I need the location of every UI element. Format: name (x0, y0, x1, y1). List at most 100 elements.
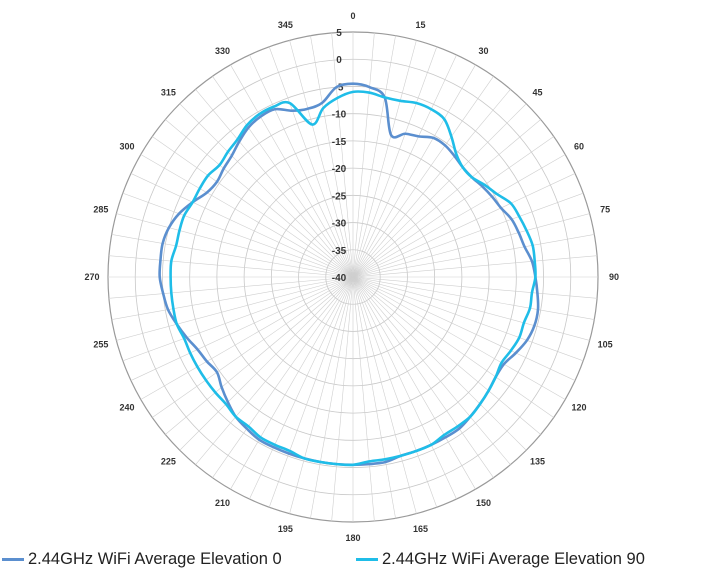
grid-spoke (352, 276, 511, 465)
legend-swatch-series-1 (2, 558, 24, 561)
angle-tick-label: 225 (161, 457, 176, 467)
grid-spoke (352, 276, 417, 514)
angle-tick-label: 300 (119, 142, 134, 152)
angle-tick-label: 135 (530, 457, 545, 467)
angle-tick-label: 240 (119, 403, 134, 413)
radial-tick-label: -25 (332, 191, 347, 202)
grid-spoke (352, 276, 566, 400)
grid-spoke (352, 32, 375, 278)
grid-spoke (352, 276, 598, 299)
grid-spoke (116, 276, 354, 341)
legend-item-series-2: 2.44GHz WiFi Average Elevation 90 (356, 550, 645, 569)
grid-spoke (179, 276, 354, 451)
angle-tick-label: 330 (215, 46, 230, 56)
grid-spoke (249, 54, 354, 278)
grid-spoke (352, 103, 527, 278)
angle-tick-label: 270 (84, 272, 99, 282)
angle-tick-label: 0 (350, 11, 355, 21)
grid-spoke (352, 234, 595, 278)
grid-spoke (352, 40, 417, 278)
grid-spoke (165, 276, 354, 435)
grid-spoke (352, 64, 476, 278)
grid-spoke (352, 276, 554, 418)
angle-tick-label: 45 (533, 87, 543, 97)
legend-swatch-series-2 (356, 558, 378, 561)
grid-spoke (352, 276, 438, 508)
grid-spoke (352, 276, 457, 500)
grid-spoke (212, 276, 354, 478)
grid-spoke (130, 276, 354, 381)
grid-spoke (165, 119, 354, 278)
legend-label-series-2: 2.44GHz WiFi Average Elevation 90 (382, 550, 645, 568)
grid-spoke (268, 276, 354, 508)
angle-tick-label: 90 (609, 272, 619, 282)
grid-spoke (289, 276, 354, 514)
grid-spoke (352, 276, 595, 320)
grid-spoke (352, 276, 541, 435)
grid-spoke (140, 276, 354, 400)
grid-spoke (352, 276, 494, 478)
angle-tick-label: 150 (476, 498, 491, 508)
grid-spoke (230, 64, 354, 278)
grid-spoke (249, 276, 354, 500)
angle-tick-label: 210 (215, 498, 230, 508)
grid-spoke (310, 276, 354, 519)
radial-tick-label: 0 (336, 55, 342, 66)
grid-spoke (352, 276, 576, 381)
grid-spoke (130, 173, 354, 278)
legend-item-series-1: 2.44GHz WiFi Average Elevation 0 (2, 550, 282, 569)
angle-tick-label: 75 (600, 204, 610, 214)
grid-spoke (331, 32, 354, 278)
grid-spoke (289, 40, 354, 278)
grid-spoke (352, 276, 527, 451)
radial-tick-label: -40 (332, 273, 347, 284)
radial-tick-label: 5 (336, 28, 342, 39)
grid-spoke (195, 89, 354, 278)
grid-spoke (152, 276, 354, 418)
angle-tick-label: 165 (413, 524, 428, 534)
grid-spoke (108, 276, 354, 299)
radial-tick-label: -20 (332, 164, 347, 175)
grid-spoke (108, 255, 354, 278)
angle-tick-label: 315 (161, 87, 176, 97)
radial-tick-label: -35 (332, 246, 347, 257)
legend-label-series-1: 2.44GHz WiFi Average Elevation 0 (28, 550, 282, 568)
radial-tick-labels: 5 0 -5 -10 -15 -20 -25 -30 -35 -40 (332, 28, 347, 284)
grid-spoke (352, 192, 584, 278)
angle-tick-label: 195 (278, 524, 293, 534)
angle-tick-labels: 0 15 30 45 60 75 90 105 120 135 150 165 180 195 210 225… (84, 11, 619, 543)
polar-grid (107, 31, 599, 523)
grid-spoke (352, 54, 457, 278)
grid-spoke (352, 213, 590, 278)
grid-spoke (352, 276, 396, 519)
grid-spoke (352, 276, 375, 522)
grid-spoke (179, 103, 354, 278)
grid-spoke (195, 276, 354, 465)
polar-chart: 0 15 30 45 60 75 90 105 120 135 150 165 180 195 210 225… (84, 11, 619, 543)
angle-tick-label: 60 (574, 142, 584, 152)
series-lines (158, 82, 540, 467)
radial-tick-label: -15 (332, 137, 347, 148)
grid-spoke (352, 276, 476, 490)
radial-tick-label: -10 (332, 110, 347, 121)
series-line-2 (169, 90, 537, 467)
grid-spoke (352, 276, 584, 362)
grid-spoke (310, 35, 354, 278)
grid-spoke (116, 213, 354, 278)
radial-tick-label: -5 (335, 82, 344, 93)
grid-spoke (212, 76, 354, 278)
grid-spoke (352, 276, 590, 341)
grid-spoke (352, 255, 598, 278)
angle-tick-label: 285 (93, 204, 108, 214)
grid-spoke (140, 154, 354, 278)
grid-spoke (331, 276, 354, 522)
grid-spoke (352, 119, 541, 278)
grid-spoke (352, 173, 576, 278)
grid-spoke (122, 192, 354, 278)
angle-tick-label: 105 (598, 340, 613, 350)
grid-spoke (352, 46, 438, 278)
grid-spoke (352, 76, 494, 278)
grid-spoke (122, 276, 354, 362)
angle-tick-label: 120 (572, 403, 587, 413)
angle-tick-label: 345 (278, 20, 293, 30)
